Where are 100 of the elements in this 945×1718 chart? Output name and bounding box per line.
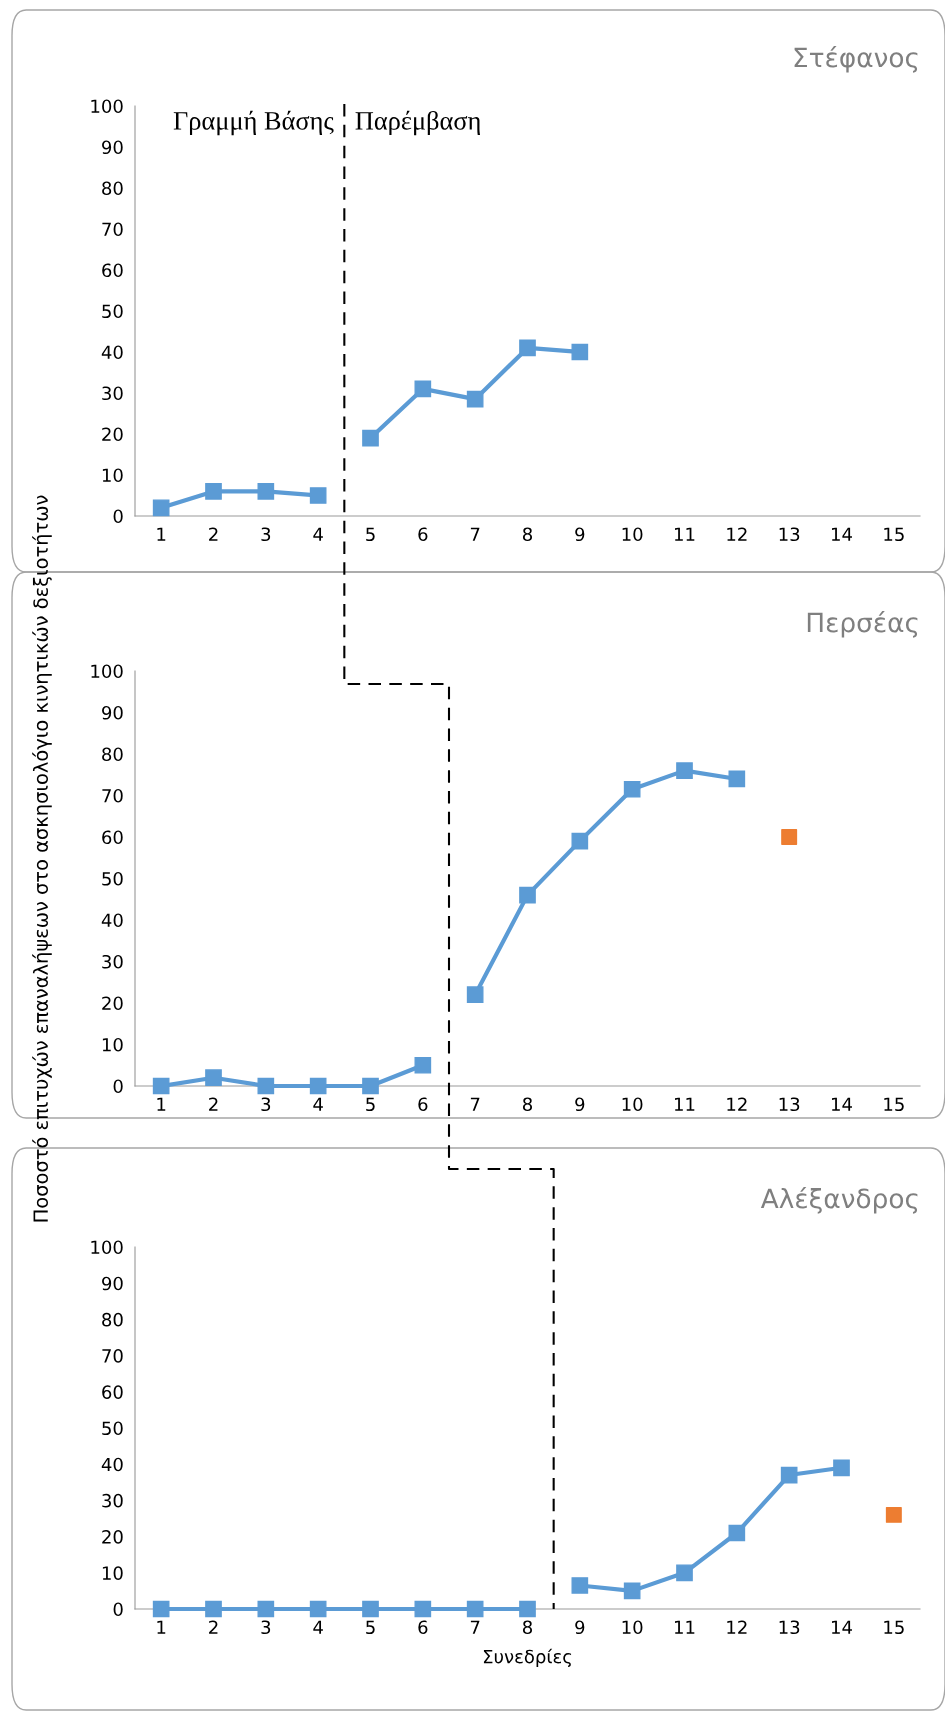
x-tick-label: 13: [779, 1097, 800, 1112]
x-tick-label: 3: [261, 1620, 271, 1635]
x-tick-label: 14: [832, 1620, 852, 1634]
point: [571, 832, 589, 850]
y-tick-label: 30: [102, 1493, 123, 1508]
point: [833, 1459, 850, 1477]
y-tick-label: 90: [102, 1276, 123, 1291]
y-tick-label: 20: [102, 1530, 123, 1544]
x-tick-label: 3: [261, 527, 271, 542]
x-tick-label: 4: [313, 1097, 323, 1111]
point: [362, 429, 379, 447]
point: [885, 1506, 902, 1523]
x-tick-label: 11: [675, 1097, 695, 1111]
y-tick-label: 80: [102, 1312, 123, 1327]
x-tick-label: 11: [675, 527, 695, 541]
point: [414, 1056, 432, 1074]
x-tick-label: 12: [727, 527, 747, 541]
point: [414, 380, 432, 398]
y-tick-label: 40: [101, 345, 123, 360]
x-tick-label: 8: [522, 1097, 533, 1112]
point: [309, 1077, 327, 1095]
point: [676, 1564, 693, 1582]
point: [466, 390, 484, 408]
point: [309, 487, 327, 504]
point: [571, 343, 589, 361]
point: [519, 1600, 536, 1618]
chart-title: Στέφανος: [794, 46, 918, 73]
point: [780, 1466, 798, 1484]
y-tick-label: 80: [102, 181, 123, 196]
point: [728, 770, 746, 788]
y-tick-label: 70: [102, 788, 123, 803]
x-axis-title: Συνεδρίες: [483, 1648, 572, 1667]
y-tick-label: 0: [113, 1079, 123, 1094]
point: [152, 1600, 170, 1618]
y-tick-label: 90: [102, 140, 123, 155]
x-tick-label: 11: [675, 1620, 695, 1634]
y-tick-label: 100: [91, 664, 123, 679]
point: [466, 1600, 484, 1618]
chart-title: Περσέας: [807, 611, 918, 638]
point: [519, 886, 536, 904]
x-tick-label: 3: [261, 1097, 271, 1112]
y-tick-label: 10: [102, 1037, 123, 1052]
y-axis-title: Ποσοστό επιτυχών επαναλήψεων στο ασκησιολόγιο κινητικών δεξιοτήτων: [32, 495, 52, 1222]
x-tick-label: 8: [522, 1620, 533, 1635]
x-tick-label: 7: [470, 1620, 480, 1634]
x-tick-label: 12: [727, 1620, 747, 1634]
x-tick-label: 4: [313, 527, 323, 541]
x-tick-label: 2: [209, 1097, 218, 1111]
point: [257, 483, 275, 500]
y-tick-label: 30: [102, 386, 123, 401]
y-tick-label: 60: [102, 1385, 123, 1399]
x-tick-label: 9: [575, 527, 585, 542]
y-tick-label: 50: [102, 871, 123, 886]
x-tick-label: 8: [522, 527, 533, 542]
y-tick-label: 10: [102, 468, 123, 483]
x-tick-label: 7: [470, 527, 480, 541]
y-tick-label: 80: [102, 747, 123, 762]
point: [623, 1582, 641, 1600]
point: [623, 780, 641, 798]
x-tick-label: 1: [157, 1097, 166, 1111]
annotation: Γραμμή Βάσης: [173, 110, 334, 136]
y-tick-label: 90: [102, 705, 123, 720]
point: [362, 1077, 379, 1095]
x-tick-label: 2: [209, 527, 218, 541]
point: [728, 1524, 746, 1542]
x-tick-label: 5: [366, 1620, 375, 1635]
point: [257, 1077, 275, 1095]
y-tick-label: 0: [113, 509, 123, 524]
point: [362, 1600, 379, 1618]
chart-title: Αλέξανδρος: [760, 1187, 918, 1214]
point: [571, 1577, 589, 1594]
x-tick-label: 6: [418, 1097, 428, 1112]
y-tick-label: 60: [102, 830, 123, 845]
y-tick-label: 60: [102, 263, 123, 278]
x-tick-label: 6: [418, 527, 428, 542]
point: [152, 1077, 170, 1095]
x-tick-label: 15: [884, 527, 904, 542]
y-tick-label: 20: [102, 996, 123, 1011]
y-tick-label: 0: [113, 1602, 123, 1617]
x-tick-label: 13: [779, 1620, 800, 1635]
x-tick-label: 14: [832, 527, 852, 541]
x-tick-label: 10: [622, 1620, 643, 1635]
y-tick-label: 30: [102, 954, 123, 969]
y-tick-label: 20: [102, 427, 123, 442]
x-tick-label: 9: [575, 1620, 585, 1635]
point: [466, 986, 484, 1004]
point: [309, 1600, 327, 1618]
x-tick-label: 9: [575, 1097, 585, 1112]
y-tick-label: 100: [91, 1240, 123, 1255]
y-tick-label: 40: [101, 1457, 123, 1472]
x-tick-label: 5: [366, 527, 375, 542]
point: [152, 499, 170, 517]
x-tick-label: 7: [470, 1097, 480, 1111]
x-tick-label: 2: [209, 1620, 218, 1634]
x-tick-label: 12: [727, 1097, 747, 1111]
x-tick-label: 15: [884, 1097, 904, 1112]
y-tick-label: 50: [102, 304, 123, 319]
y-tick-label: 70: [102, 1349, 123, 1363]
x-tick-label: 10: [622, 527, 643, 542]
x-tick-label: 5: [366, 1097, 375, 1112]
